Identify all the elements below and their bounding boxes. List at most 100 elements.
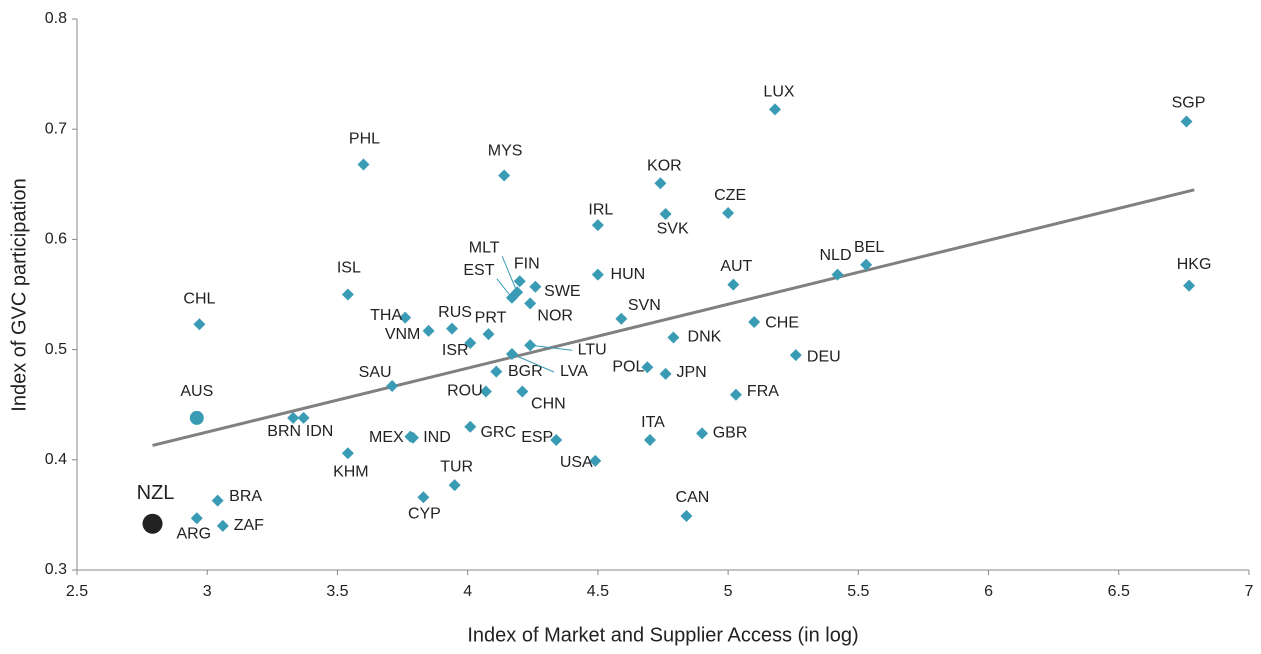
point-label: ESP [521, 429, 553, 446]
point [524, 297, 537, 310]
point-label: JPN [676, 364, 706, 381]
point-label: VNM [385, 326, 421, 343]
point-label: SVN [628, 297, 661, 314]
x-tick-label: 3 [203, 583, 212, 600]
y-tick-label: 0.8 [45, 10, 67, 27]
point-label: THA [370, 307, 402, 324]
point [422, 324, 435, 337]
trendline [152, 188, 1195, 447]
point-label: POL [612, 358, 644, 375]
point [722, 206, 735, 219]
point [142, 513, 163, 534]
point-label: FRA [747, 383, 779, 400]
point [550, 433, 563, 446]
point [448, 479, 461, 492]
point-label: AUT [720, 258, 752, 275]
point-label: BRA [229, 488, 262, 505]
point [680, 510, 693, 523]
point-label: GRC [480, 424, 516, 441]
point [748, 316, 761, 329]
point [464, 336, 477, 349]
point-label: AUS [180, 383, 213, 400]
point-label: LUX [763, 84, 794, 101]
point-label: SVK [657, 220, 689, 237]
point [729, 388, 742, 401]
leader-line [501, 256, 518, 293]
point [643, 433, 656, 446]
point-label: IDN [306, 423, 334, 440]
point-label: BGR [508, 363, 543, 380]
leader-line [530, 344, 573, 351]
point-label: PRT [475, 309, 507, 326]
point [417, 491, 430, 504]
point-label: CYP [408, 505, 441, 522]
x-tick-label: 2.5 [66, 583, 88, 600]
point-label: ITA [641, 414, 665, 431]
point-label: RUS [438, 304, 472, 321]
point [406, 431, 419, 444]
point [505, 348, 518, 361]
point [190, 512, 203, 525]
point-label: ROU [447, 383, 483, 400]
point-label: GBR [713, 425, 748, 442]
point [667, 331, 680, 344]
point [1183, 279, 1196, 292]
point [193, 318, 206, 331]
point-label: CAN [676, 489, 710, 506]
point-label: HUN [611, 266, 646, 283]
x-tick-label: 6.5 [1108, 583, 1130, 600]
point [529, 280, 542, 293]
point-label: ARG [176, 525, 211, 542]
point [768, 103, 781, 116]
y-tick-label: 0.5 [45, 341, 67, 358]
x-tick-label: 6 [984, 583, 993, 600]
point [479, 385, 492, 398]
point [341, 288, 354, 301]
x-axis-title: Index of Market and Supplier Access (in … [467, 624, 858, 646]
point [727, 278, 740, 291]
x-tick-label: 5 [724, 583, 733, 600]
y-axis-title: Index of GVC participation [8, 178, 30, 411]
point [860, 258, 873, 271]
point-label: IND [423, 429, 451, 446]
point [1180, 115, 1193, 128]
point [789, 349, 802, 362]
point [589, 454, 602, 467]
point [490, 365, 503, 378]
point [516, 385, 529, 398]
point [524, 339, 537, 352]
point-label: LVA [560, 363, 588, 380]
x-tick-label: 4 [463, 583, 472, 600]
point [591, 219, 604, 232]
x-tick-label: 7 [1245, 583, 1254, 600]
point-label: NZL [137, 482, 175, 504]
x-tick-label: 5.5 [847, 583, 869, 600]
point-label: BEL [854, 239, 884, 256]
point [399, 311, 412, 324]
point-label: CHL [183, 290, 215, 307]
point-label: MLT [469, 240, 500, 257]
y-tick-label: 0.6 [45, 231, 67, 248]
point-label: SAU [359, 364, 392, 381]
point [505, 291, 518, 304]
y-tick-label: 0.4 [45, 451, 67, 468]
leader-line [511, 353, 555, 373]
point-label: ISR [442, 342, 469, 359]
point-label: EST [463, 262, 494, 279]
point-label: CHE [765, 314, 799, 331]
point [189, 410, 204, 425]
point [464, 420, 477, 433]
x-tick-label: 3.5 [326, 583, 348, 600]
point [297, 411, 310, 424]
point-label: IRL [588, 201, 613, 218]
point [341, 447, 354, 460]
point [386, 379, 399, 392]
point [615, 312, 628, 325]
point-label: NLD [819, 247, 851, 264]
point-label: BRN [267, 423, 301, 440]
point-label: MEX [369, 429, 404, 446]
point [659, 208, 672, 221]
x-tick-label: 4.5 [587, 583, 609, 600]
point [482, 328, 495, 341]
